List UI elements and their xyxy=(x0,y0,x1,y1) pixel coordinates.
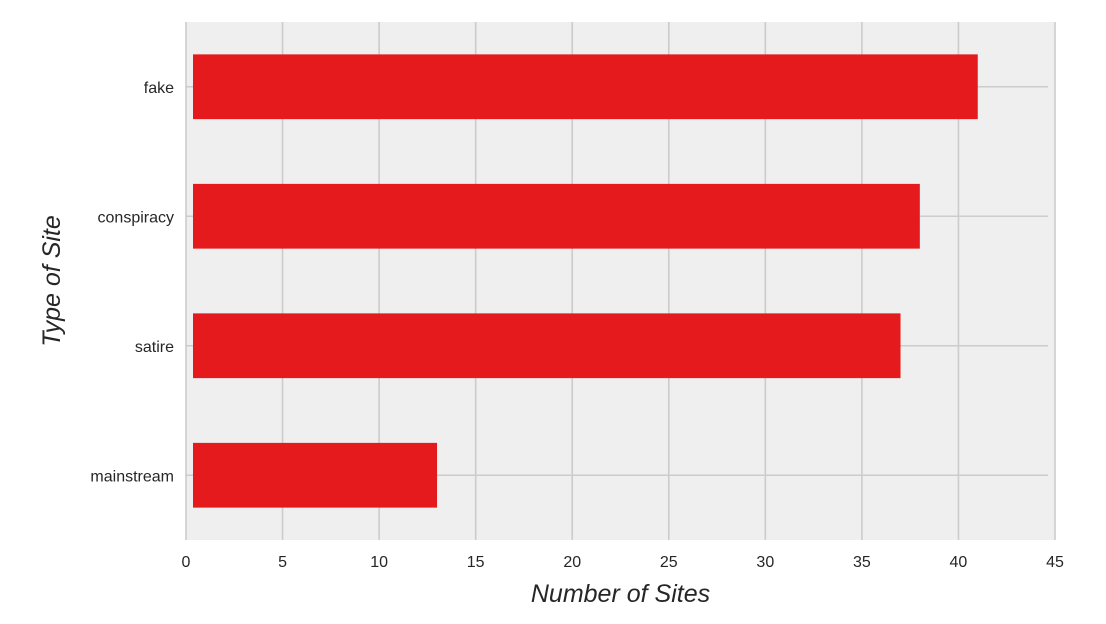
x-tick-label-3: 15 xyxy=(467,554,485,571)
y-tick-labels: fake conspiracy satire mainstream xyxy=(90,80,174,486)
x-tick-label-0: 0 xyxy=(182,554,191,571)
x-axis-title: Number of Sites xyxy=(531,580,710,608)
x-tick-label-9: 45 xyxy=(1046,554,1064,571)
bar-conspiracy xyxy=(193,183,920,249)
y-tick-label-fake: fake xyxy=(144,80,174,97)
x-tick-label-4: 20 xyxy=(563,554,581,571)
bar-mainstream xyxy=(193,442,438,508)
bars xyxy=(193,54,978,508)
y-tick-label-satire: satire xyxy=(135,339,174,356)
x-tick-label-8: 40 xyxy=(950,554,968,571)
x-tick-label-7: 35 xyxy=(853,554,871,571)
x-tick-label-5: 25 xyxy=(660,554,678,571)
bar-satire xyxy=(193,313,901,379)
x-tick-labels: 0 5 10 15 20 25 30 35 40 45 xyxy=(182,554,1064,571)
y-axis-title: Type of Site xyxy=(38,215,66,347)
bar-fake xyxy=(193,54,978,120)
x-tick-label-6: 30 xyxy=(756,554,774,571)
y-tick-label-conspiracy: conspiracy xyxy=(98,209,174,226)
y-tick-label-mainstream: mainstream xyxy=(90,468,174,485)
x-tick-label-1: 5 xyxy=(278,554,287,571)
x-tick-label-2: 10 xyxy=(370,554,388,571)
